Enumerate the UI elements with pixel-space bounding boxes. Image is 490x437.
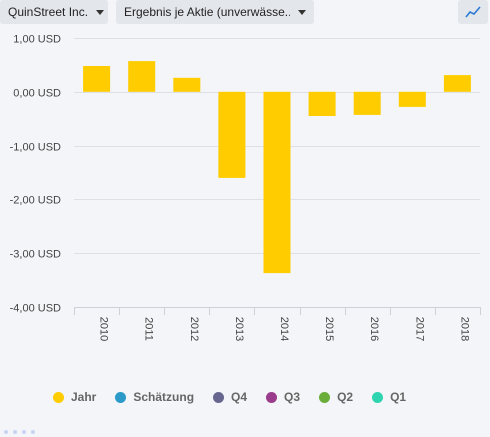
y-tick-label: 1,00 USD [13,34,61,46]
x-tick-label: 2016 [368,317,380,341]
x-axis-ticks: 2010 2011 2012 2013 2014 2015 2016 2017 2018 [74,307,481,341]
metric-select-label: Ergebnis je Aktie (unverwässe... [124,5,290,19]
bars [83,61,471,274]
toolbar: QuinStreet Inc. Ergebnis je Aktie (unver… [0,0,490,26]
chevron-down-icon [298,9,306,15]
legend-item[interactable]: Q3 [266,390,300,404]
y-tick-label: -2,00 USD [10,195,61,207]
company-select-label: QuinStreet Inc. [8,5,89,19]
legend-dot [115,391,127,403]
legend-label: Q4 [231,390,248,404]
x-tick-label: 2013 [233,317,245,341]
bar-2010 [83,66,111,92]
pagination-dots [4,430,40,434]
legend-label: Jahr [71,390,97,404]
legend-item[interactable]: Q1 [372,390,406,404]
dot [22,430,26,434]
bar-2016 [353,91,381,115]
legend-dot [266,391,278,403]
legend-dot [372,391,384,403]
chart-type-button[interactable] [458,0,488,24]
y-tick-label: 0,00 USD [13,88,61,100]
legend-dot [213,391,225,403]
legend-item[interactable]: Schätzung [115,390,194,404]
legend-label: Schätzung [133,390,195,404]
legend-item[interactable]: Q2 [319,390,353,404]
bar-2013 [218,91,246,178]
bar-2014 [263,91,291,274]
legend-label: Q3 [284,390,301,404]
company-select[interactable]: QuinStreet Inc. [0,0,108,24]
y-axis-ticks: 1,00 USD 0,00 USD -1,00 USD -2,00 USD -3,00 … [10,34,61,315]
y-tick-label: -3,00 USD [10,249,61,261]
x-tick-label: 2014 [278,317,290,341]
x-tick-label: 2018 [458,317,470,341]
metric-select[interactable]: Ergebnis je Aktie (unverwässe... [116,0,314,24]
line-chart-icon [465,6,481,18]
x-tick-label: 2017 [413,317,425,341]
legend-dot [53,391,64,403]
y-tick-label: -4,00 USD [10,303,61,315]
legend-label: Q1 [390,390,407,404]
x-tick-label: 2011 [143,317,155,341]
bar-2011 [128,61,156,92]
y-tick-label: -1,00 USD [10,142,61,154]
bar-2012 [173,77,201,92]
dot [31,430,35,434]
x-tick-label: 2010 [98,317,110,341]
legend-item[interactable]: Jahr [53,390,96,404]
legend-item[interactable]: Q4 [213,390,247,404]
dot [4,430,8,434]
bar-2018 [443,75,471,92]
bar-2017 [398,91,426,107]
bar-chart: 1,00 USD 0,00 USD -1,00 USD -2,00 USD -3,00 … [10,34,481,341]
x-tick-label: 2015 [323,317,335,341]
legend-dot [319,391,331,403]
legend: Jahr Schätzung Q4 Q3 Q2 Q1 [53,389,425,405]
chevron-down-icon [96,9,105,15]
bar-2015 [308,91,336,116]
dot [13,430,17,434]
x-tick-label: 2012 [188,317,200,341]
legend-label: Q2 [337,390,354,404]
